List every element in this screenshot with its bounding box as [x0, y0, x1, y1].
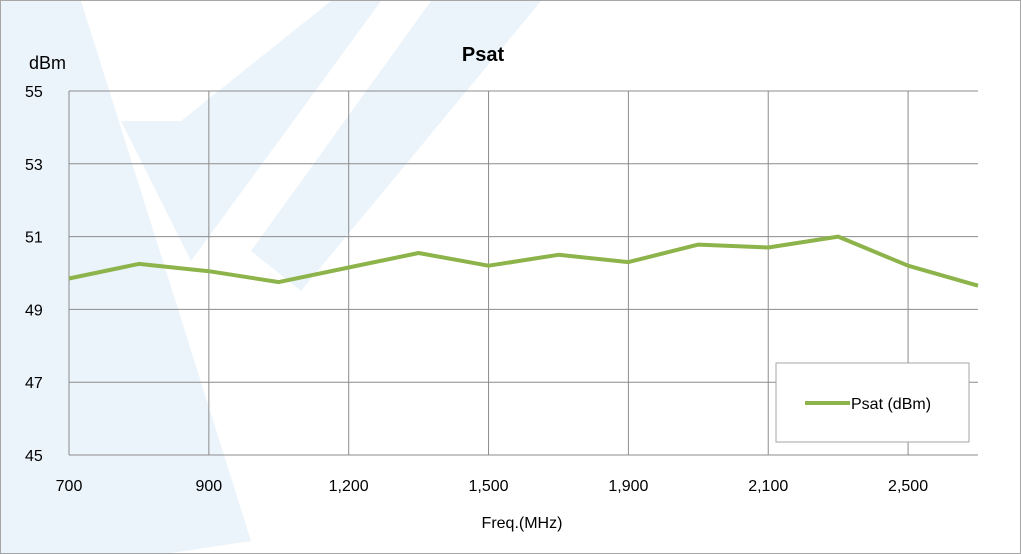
y-tick-label: 49 — [25, 302, 43, 319]
x-tick-label: 2,500 — [888, 478, 928, 495]
y-tick-label: 45 — [25, 448, 43, 465]
x-tick-label: 1,500 — [469, 478, 509, 495]
x-tick-label: 1,200 — [329, 478, 369, 495]
chart-title: Psat — [462, 44, 505, 66]
y-axis-label: dBm — [29, 53, 66, 73]
x-tick-label: 900 — [195, 478, 222, 495]
x-tick-label: 1,900 — [608, 478, 648, 495]
x-axis-label: Freq.(MHz) — [482, 515, 563, 532]
y-tick-labels: 45 47 49 51 53 55 — [25, 84, 43, 465]
watermark — [1, 1, 541, 553]
legend: Psat (dBm) — [775, 362, 970, 443]
x-tick-label: 2,100 — [748, 478, 788, 495]
x-tick-label: 700 — [56, 478, 83, 495]
legend-label-psat: Psat (dBm) — [851, 396, 931, 413]
x-tick-labels: 700 900 1,200 1,500 1,900 2,100 2,500 — [56, 478, 929, 495]
y-tick-label: 51 — [25, 230, 43, 247]
y-tick-label: 53 — [25, 157, 43, 174]
y-tick-label: 55 — [25, 84, 43, 101]
y-tick-label: 47 — [25, 375, 43, 392]
series-lines — [68, 234, 979, 288]
series-line-psat — [68, 234, 979, 288]
